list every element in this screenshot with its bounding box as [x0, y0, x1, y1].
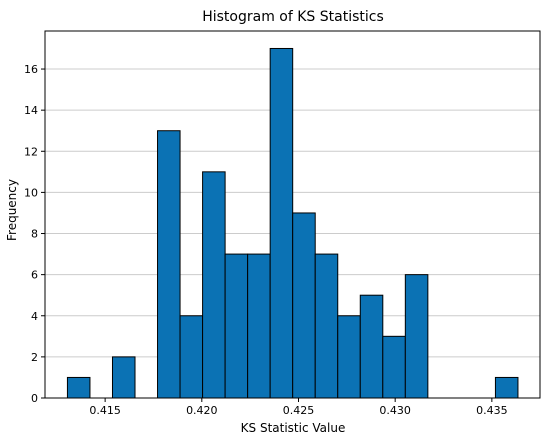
histogram-bar [179, 315, 204, 399]
chart-title: Histogram of KS Statistics [202, 9, 384, 25]
x-tick-label: 0.435 [476, 404, 508, 417]
y-tick-label: 12 [24, 145, 38, 158]
histogram-bar [292, 212, 316, 399]
y-tick-label: 4 [31, 310, 38, 323]
histogram-bar [404, 274, 429, 399]
x-axis-label: KS Statistic Value [241, 421, 346, 435]
y-axis-label: Frequency [5, 179, 19, 241]
histogram-bar [224, 253, 249, 399]
y-tick-label: 6 [31, 269, 38, 282]
plot-frame [44, 30, 541, 399]
x-tick-label: 0.430 [379, 404, 411, 417]
bars [66, 47, 519, 399]
y-tick-label: 10 [24, 186, 38, 199]
histogram-bar [157, 130, 181, 399]
histogram-bar [494, 376, 519, 399]
histogram-bar [202, 171, 226, 399]
y-tick-label: 2 [31, 351, 38, 364]
x-tick-label: 0.415 [89, 404, 121, 417]
y-axis-ticks: 0 2 4 6 8 10 12 14 16 [24, 63, 45, 405]
y-tick-label: 14 [24, 104, 38, 117]
y-tick-label: 8 [31, 228, 38, 241]
y-tick-label: 16 [24, 63, 38, 76]
x-tick-label: 0.425 [283, 404, 315, 417]
x-axis-ticks: 0.415 0.420 0.425 0.430 0.435 [89, 398, 508, 417]
y-tick-label: 0 [31, 392, 38, 405]
histogram-bar [66, 376, 91, 399]
x-tick-label: 0.420 [186, 404, 218, 417]
histogram-bar [269, 47, 294, 399]
histogram-bar [382, 335, 406, 399]
histogram-bar [314, 253, 339, 399]
histogram-bar [247, 253, 271, 399]
histogram-bar [337, 315, 361, 399]
histogram-bar [111, 356, 136, 399]
histogram-bar [359, 294, 384, 399]
